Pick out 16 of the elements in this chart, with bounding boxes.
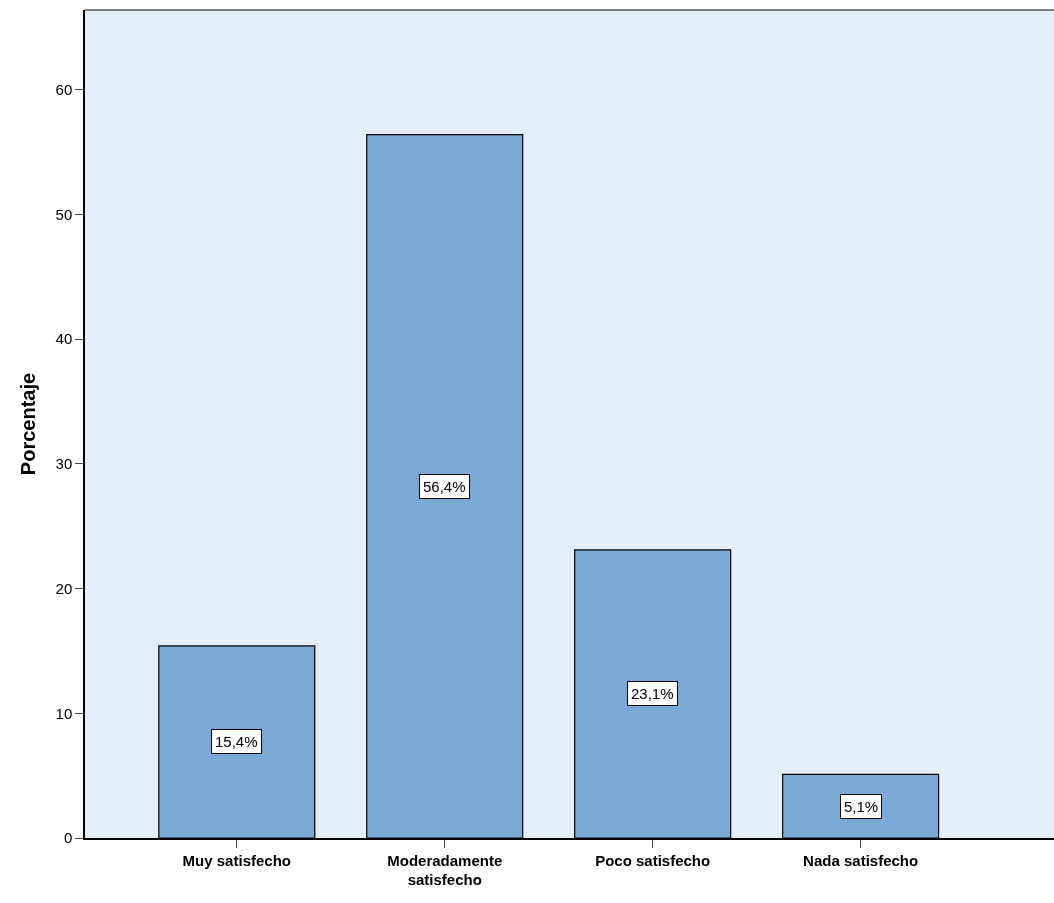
y-tick-label: 30: [55, 455, 73, 473]
x-tick-label: Nada satisfecho: [803, 851, 919, 869]
y-axis-title: Porcentaje: [16, 372, 39, 476]
data-label: 23,1%: [631, 685, 674, 702]
y-tick-label: 0: [63, 829, 73, 847]
data-label: 5,1%: [844, 798, 879, 815]
y-tick-label: 50: [55, 205, 73, 223]
y-tick-label: 60: [55, 81, 73, 99]
y-tick-label: 40: [55, 330, 73, 348]
y-tick-label: 10: [55, 704, 73, 722]
data-label: 56,4%: [423, 478, 466, 495]
x-tick-label: Poco satisfecho: [595, 851, 711, 869]
data-label: 15,4%: [215, 733, 258, 750]
y-tick-label: 20: [55, 579, 73, 597]
x-tick-label: Muy satisfecho: [182, 851, 291, 869]
x-tick-label: Moderadamente satisfecho: [387, 851, 503, 889]
